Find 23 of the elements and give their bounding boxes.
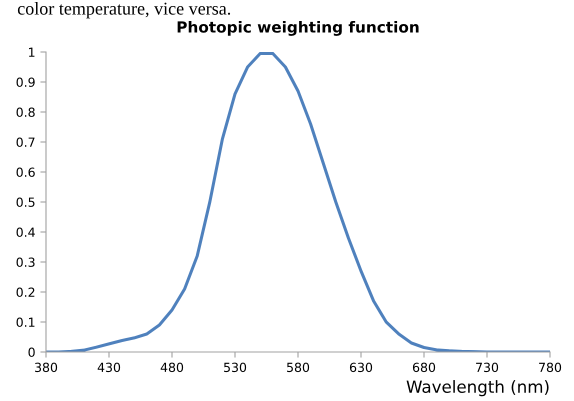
- x-tick-label: 630: [350, 362, 372, 372]
- y-tick-label: 0.8: [16, 107, 35, 117]
- y-tick-label: 0.7: [16, 137, 35, 147]
- text: color temperature, vice versa.: [18, 2, 230, 18]
- y-tick-label: 0: [28, 347, 35, 357]
- y-tick-label: 0.9: [16, 77, 35, 87]
- y-tick-label: 0.5: [16, 197, 34, 207]
- x-tick-label: 580: [287, 362, 310, 372]
- x-tick-label: 430: [98, 362, 120, 372]
- y-tick-label: 0.6: [16, 167, 35, 177]
- y-tick-label: 0.1: [16, 317, 34, 327]
- x-tick-label: 780: [539, 362, 562, 372]
- x-tick-label: 680: [412, 362, 436, 372]
- chart-title: Photopic weighting function: [178, 20, 419, 36]
- x-tick-label: 530: [224, 362, 246, 372]
- x-tick-label: 380: [35, 362, 58, 372]
- x-tick-label: 480: [160, 362, 184, 372]
- y-tick-label: 0.2: [16, 287, 34, 297]
- y-tick-label: 0.3: [16, 257, 35, 267]
- y-tick-label: 1: [29, 48, 34, 57]
- y-tick-label: 0.4: [16, 227, 35, 237]
- x-axis-title: Wavelength (nm): [406, 380, 549, 396]
- x-tick-label: 730: [476, 362, 498, 372]
